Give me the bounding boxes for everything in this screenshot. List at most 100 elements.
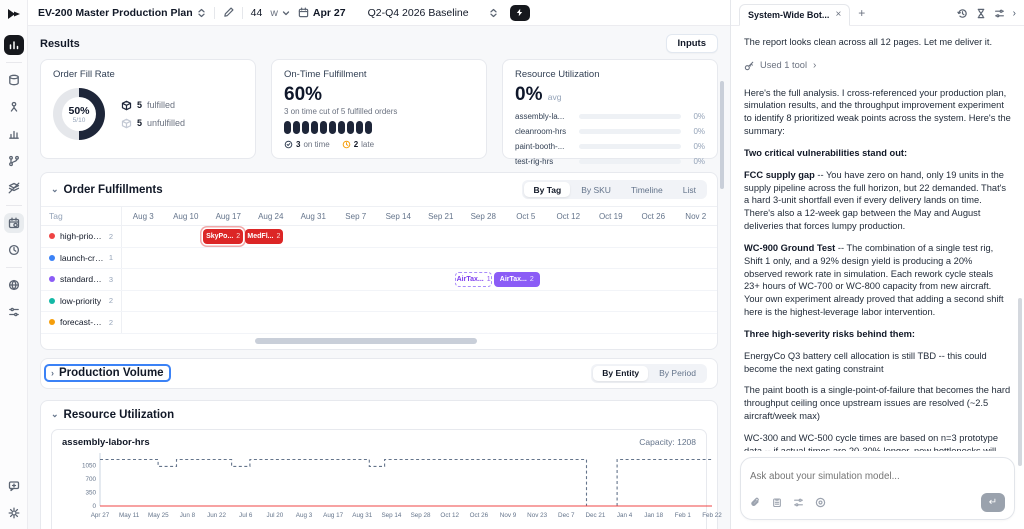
order-bar-skypo[interactable]: SkyPo... 2 bbox=[202, 229, 244, 244]
attach-icon[interactable] bbox=[750, 497, 761, 508]
tag-cell[interactable]: high-priority 2 bbox=[41, 226, 122, 247]
of-rows: high-priority 2 SkyPo... 2 MedFl... 2 launch… bbox=[41, 226, 717, 334]
sidebar bbox=[0, 0, 28, 529]
close-tab-icon[interactable]: × bbox=[835, 9, 842, 20]
input-settings-icon[interactable] bbox=[793, 497, 804, 508]
sidebar-item-branch[interactable] bbox=[4, 151, 24, 171]
sidebar-item-layers[interactable] bbox=[4, 178, 24, 198]
start-date-picker[interactable]: Apr 27 bbox=[298, 7, 346, 19]
order-bar-airtax[interactable]: AirTax... 2 bbox=[493, 272, 540, 287]
svg-text:Dec 21: Dec 21 bbox=[585, 512, 605, 519]
order-bar-airtax[interactable]: AirTax... 1 bbox=[455, 272, 493, 287]
inputs-button[interactable]: Inputs bbox=[665, 34, 718, 53]
sidebar-item-tuning[interactable] bbox=[4, 302, 24, 322]
hourglass-icon[interactable] bbox=[976, 8, 986, 19]
svg-text:Oct 12: Oct 12 bbox=[440, 512, 459, 519]
horizon-value[interactable]: 44 bbox=[250, 6, 263, 19]
sidebar-item-results[interactable] bbox=[3, 35, 24, 55]
collapse-panel-icon[interactable]: › bbox=[1012, 8, 1016, 19]
of-view-toggle-group: By Tag By SKU Timeline List bbox=[522, 180, 707, 199]
sidebar-item-database[interactable] bbox=[4, 70, 24, 90]
layers-off-icon bbox=[8, 182, 19, 194]
paragraph-text: EnergyCo Q3 battery cell allocation is s… bbox=[744, 350, 987, 374]
scenario-selector[interactable]: Q2-Q4 2026 Baseline bbox=[368, 7, 498, 19]
unfulfilled-count: 5 bbox=[137, 118, 143, 128]
tag-cell[interactable]: forecast-only 2 bbox=[41, 312, 122, 333]
late-label: late bbox=[361, 140, 375, 149]
history-icon[interactable] bbox=[956, 8, 968, 19]
message-plus-icon bbox=[8, 481, 19, 492]
order-pill bbox=[284, 121, 291, 134]
date-column-header: Sep 21 bbox=[428, 211, 454, 221]
mention-icon[interactable] bbox=[815, 497, 826, 508]
chat-tab[interactable]: System-Wide Bot... × bbox=[739, 4, 851, 26]
resource-utilization-section: ⌄ Resource Utilization assembly-labor-hr… bbox=[40, 399, 722, 529]
resource-utilization-header[interactable]: ⌄ Resource Utilization bbox=[51, 409, 174, 421]
of-toggle-list[interactable]: List bbox=[682, 184, 696, 195]
order-bar-medfl[interactable]: MedFl... 2 bbox=[245, 229, 283, 244]
svg-text:Nov 9: Nov 9 bbox=[500, 512, 517, 519]
date-column-header: Oct 5 bbox=[516, 211, 536, 221]
tag-cell[interactable]: standard-priority 3 bbox=[41, 269, 122, 290]
plan-selector[interactable]: EV-200 Master Production Plan bbox=[38, 7, 206, 19]
sidebar-item-analytics[interactable] bbox=[4, 124, 24, 144]
tool-key-icon bbox=[744, 61, 754, 70]
order-pill bbox=[329, 121, 336, 134]
chat-vertical-scrollbar[interactable] bbox=[1018, 298, 1022, 466]
chevron-down-icon bbox=[282, 10, 290, 15]
tag-cell[interactable]: launch-critical 1 bbox=[41, 247, 122, 268]
tool-use-row[interactable]: Used 1 tool › bbox=[744, 59, 1011, 73]
of-horizontal-scrollbar[interactable] bbox=[255, 337, 477, 344]
horizon-unit-dropdown[interactable]: w bbox=[270, 7, 290, 19]
tag-count: 3 bbox=[108, 274, 113, 284]
date-column-header: Nov 2 bbox=[685, 211, 707, 221]
date-column-header: Aug 3 bbox=[132, 211, 154, 221]
tasks-icon[interactable] bbox=[772, 497, 782, 508]
of-toggle-by-sku[interactable]: By SKU bbox=[581, 184, 611, 195]
of-toggle-by-tag[interactable]: By Tag bbox=[524, 182, 571, 197]
panel-settings-icon[interactable] bbox=[994, 8, 1005, 19]
run-simulation-button[interactable] bbox=[509, 4, 530, 21]
of-row-forecast-only: forecast-only 2 bbox=[41, 312, 717, 334]
sidebar-item-globe[interactable] bbox=[4, 275, 24, 295]
order-pill bbox=[365, 121, 372, 134]
chat-panel: System-Wide Bot... × + › The report look… bbox=[730, 0, 1024, 529]
globe-icon bbox=[8, 279, 19, 291]
start-date: Apr 27 bbox=[312, 6, 346, 19]
of-toggle-timeline[interactable]: Timeline bbox=[630, 184, 663, 195]
sidebar-item-entities[interactable] bbox=[4, 97, 24, 117]
sidebar-item-history[interactable] bbox=[4, 240, 24, 260]
send-button[interactable]: ↵ bbox=[981, 493, 1005, 512]
tag-color-dot bbox=[49, 297, 55, 304]
section-title-row[interactable]: ⌄ Order Fulfillments bbox=[51, 184, 163, 196]
analysis-paragraph: WC-900 Ground Test -- The combination of… bbox=[744, 242, 1011, 319]
chat-input-box[interactable]: ↵ bbox=[740, 457, 1015, 520]
tool-expand-chevron-icon: › bbox=[813, 59, 817, 71]
sidebar-item-settings[interactable] bbox=[4, 503, 24, 523]
results-chart-icon bbox=[9, 41, 18, 50]
pv-toggle-by-period[interactable]: By Period bbox=[659, 368, 696, 378]
database-icon bbox=[8, 74, 19, 86]
card-title: Order Fill Rate bbox=[53, 69, 115, 80]
production-volume-header[interactable]: › Production Volume bbox=[44, 364, 171, 382]
svg-text:Feb 1: Feb 1 bbox=[675, 512, 692, 519]
tag-label: high-priority bbox=[60, 231, 104, 242]
new-chat-button[interactable]: + bbox=[858, 6, 866, 20]
pv-toggle-by-entity[interactable]: By Entity bbox=[593, 365, 649, 381]
utilization-track bbox=[579, 129, 681, 134]
date-column-header: Oct 26 bbox=[641, 211, 666, 221]
bar-count: 2 bbox=[529, 276, 534, 283]
collapse-chevron-icon: ⌄ bbox=[51, 184, 59, 194]
sidebar-item-schedule[interactable] bbox=[3, 213, 24, 233]
edit-pencil-icon[interactable] bbox=[223, 7, 234, 18]
clock-late-icon bbox=[342, 140, 350, 149]
sidebar-item-feedback[interactable] bbox=[4, 476, 24, 496]
main-vertical-scrollbar[interactable] bbox=[720, 81, 724, 189]
chat-input[interactable] bbox=[750, 471, 1005, 482]
tag-color-dot bbox=[49, 254, 55, 261]
assembly-chart-card: assembly-labor-hrs Capacity: 1208 0 350 70… bbox=[51, 428, 722, 529]
tag-cell[interactable]: low-priority 2 bbox=[41, 290, 122, 311]
order-pill bbox=[320, 121, 327, 134]
paragraph-bold-lead: WC-900 Ground Test bbox=[744, 242, 836, 253]
